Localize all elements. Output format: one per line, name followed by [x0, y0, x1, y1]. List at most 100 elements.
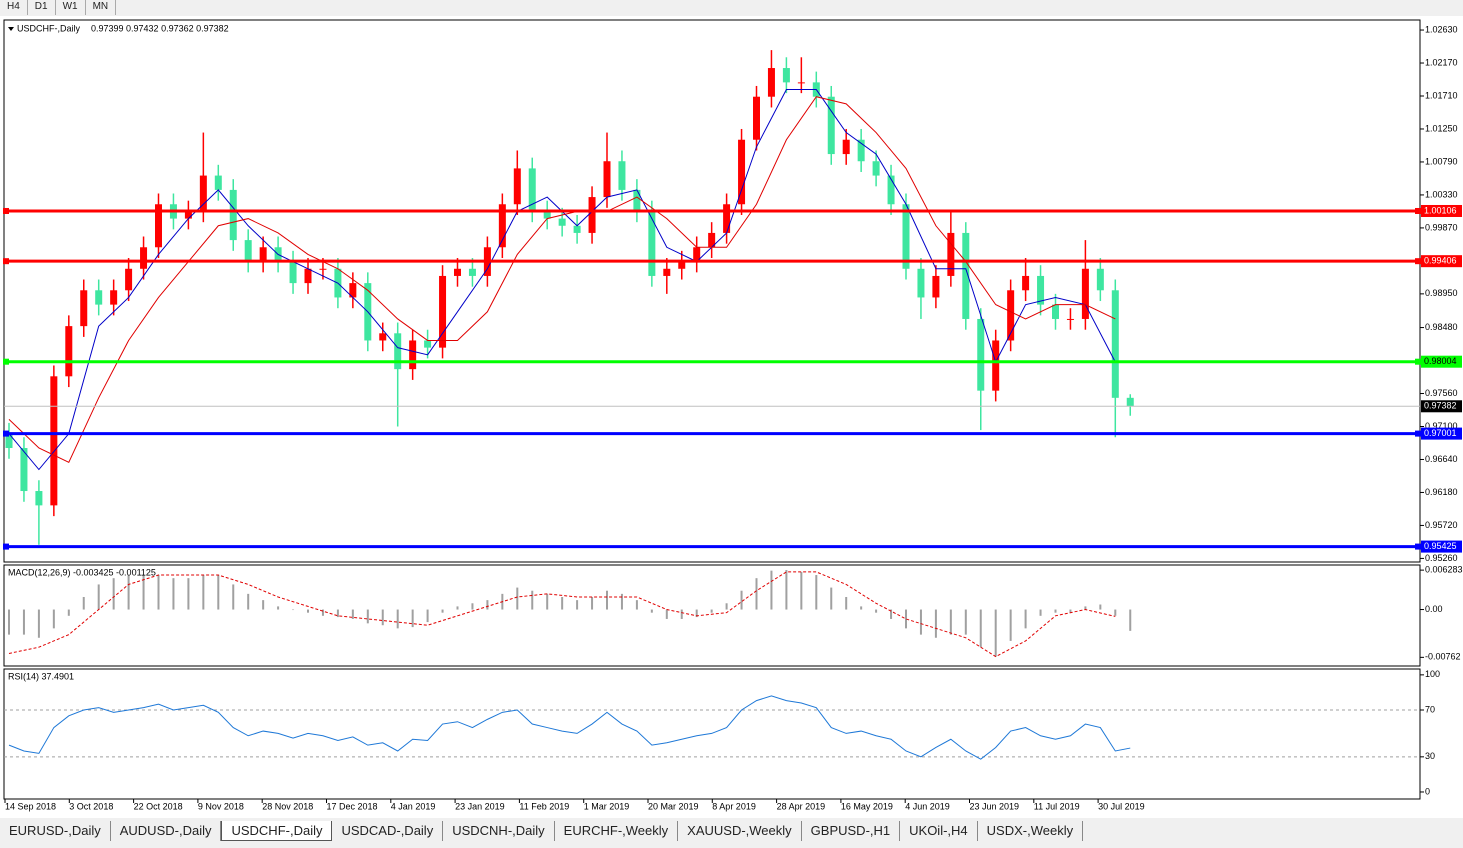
- candle-body: [782, 68, 790, 83]
- y-tick-label: -0.00762: [1425, 652, 1461, 662]
- candle-body: [289, 261, 297, 284]
- macd-bar: [1009, 609, 1012, 641]
- chart-tab[interactable]: USDCHF-,Daily: [221, 821, 333, 841]
- x-tick-label: 1 Mar 2019: [584, 801, 630, 811]
- candle-body: [140, 247, 148, 269]
- macd-bar: [172, 578, 175, 610]
- candle-body: [767, 68, 775, 97]
- y-tick-label: 0.98480: [1425, 322, 1458, 332]
- chart: 1.02630 1.02170 1.01710 1.01250 1.00790 1.003…: [0, 16, 1463, 818]
- y-tick-label: 1.01250: [1425, 123, 1458, 133]
- candle-body: [409, 340, 417, 370]
- candle-body: [184, 211, 192, 219]
- x-tick-label: 9 Nov 2018: [198, 801, 244, 811]
- candle-body: [797, 82, 805, 84]
- macd-bar: [411, 609, 414, 628]
- macd-bar: [919, 609, 922, 635]
- chart-tab[interactable]: GBPUSD-,H1: [802, 821, 901, 841]
- x-tick-label: 22 Oct 2018: [134, 801, 183, 811]
- macd-bar: [202, 575, 205, 610]
- candle-body: [977, 318, 985, 391]
- candle-body: [65, 326, 73, 377]
- chart-tab[interactable]: EURCHF-,Weekly: [555, 821, 679, 841]
- timeframe-button[interactable]: D1: [28, 0, 56, 15]
- candle-body: [678, 261, 686, 269]
- macd-bar: [1054, 609, 1057, 613]
- macd-bar: [157, 575, 160, 610]
- candle-body: [1081, 268, 1089, 319]
- candle-body: [558, 218, 566, 226]
- candle-body: [110, 290, 118, 305]
- candle-body: [708, 232, 716, 248]
- level-handle: [3, 430, 9, 437]
- macd-bar: [934, 609, 937, 638]
- macd-bar: [755, 578, 758, 610]
- macd-bar: [471, 603, 474, 610]
- y-tick-label: 0.96640: [1425, 454, 1458, 464]
- chart-tab[interactable]: USDCNH-,Daily: [443, 821, 555, 841]
- candle-body: [80, 290, 88, 327]
- macd-bar: [680, 609, 683, 619]
- chart-tab[interactable]: XAUUSD-,Weekly: [678, 821, 802, 841]
- candle-body: [394, 333, 402, 370]
- y-tick-label: 0.97100: [1425, 421, 1458, 431]
- chart-tab[interactable]: EURUSD-,Daily: [0, 821, 111, 841]
- chart-tab[interactable]: USDX-,Weekly: [978, 821, 1084, 841]
- macd-bar: [351, 609, 354, 619]
- macd-bar: [217, 575, 220, 610]
- chart-tab[interactable]: AUDUSD-,Daily: [111, 821, 222, 841]
- y-tick-label: 70: [1425, 704, 1435, 714]
- chart-bg: [0, 16, 1463, 818]
- x-tick-label: 4 Jun 2019: [905, 801, 950, 811]
- candle-body: [20, 448, 28, 492]
- candle-body: [902, 204, 910, 269]
- chart-tab[interactable]: USDCAD-,Daily: [332, 821, 444, 841]
- candle-body: [663, 268, 671, 276]
- macd-bar: [82, 596, 85, 610]
- candle-body: [379, 333, 387, 341]
- candle-body: [454, 268, 461, 276]
- macd-bar: [964, 609, 967, 635]
- candle-body: [35, 491, 43, 506]
- y-tick-label: 1.02630: [1425, 24, 1458, 34]
- y-tick-label: 0.98950: [1425, 288, 1458, 298]
- macd-bar: [1114, 609, 1117, 616]
- x-tick-label: 11 Jul 2019: [1034, 801, 1080, 811]
- timeframe-button[interactable]: W1: [56, 0, 86, 15]
- macd-bar: [441, 609, 444, 613]
- y-tick-label: 1.00330: [1425, 189, 1458, 199]
- timeframe-button[interactable]: MN: [86, 0, 117, 15]
- macd-bar: [67, 609, 70, 616]
- macd-bar: [620, 593, 623, 610]
- macd-signal: [8, 571, 1116, 658]
- macd-bar: [561, 596, 564, 610]
- chart-tab[interactable]: UKOil-,H4: [900, 821, 978, 841]
- timeframe-button[interactable]: H4: [0, 0, 28, 15]
- x-tick-label: 16 May 2019: [841, 801, 893, 811]
- x-tick-label: 30 Jul 2019: [1098, 801, 1145, 811]
- moving-average: [8, 96, 1116, 464]
- macd-bar: [546, 593, 549, 610]
- macd-bar: [576, 600, 579, 610]
- macd-bar: [486, 600, 489, 610]
- level-handle: [3, 543, 9, 550]
- current-price-label: 0.97382: [1424, 401, 1457, 411]
- macd-bar: [1129, 609, 1132, 631]
- candle-body: [319, 268, 327, 270]
- macd-bar: [606, 590, 608, 610]
- level-label: 1.00106: [1424, 205, 1457, 215]
- macd-bar: [381, 609, 384, 626]
- y-tick-label: 30: [1425, 751, 1435, 761]
- macd-bar: [247, 593, 250, 610]
- macd-bar: [97, 584, 100, 610]
- macd-bar: [277, 606, 280, 610]
- macd-bar: [770, 570, 773, 610]
- candle-body: [468, 268, 476, 276]
- indicator-title: MACD(12,26,9) -0.003425 -0.001125: [8, 567, 156, 577]
- candle-body: [932, 275, 940, 298]
- candle-body: [543, 211, 551, 219]
- candle-body: [1096, 268, 1104, 291]
- candle-body: [199, 175, 207, 212]
- candle-body: [1052, 304, 1059, 319]
- level-label: 0.98004: [1424, 356, 1457, 366]
